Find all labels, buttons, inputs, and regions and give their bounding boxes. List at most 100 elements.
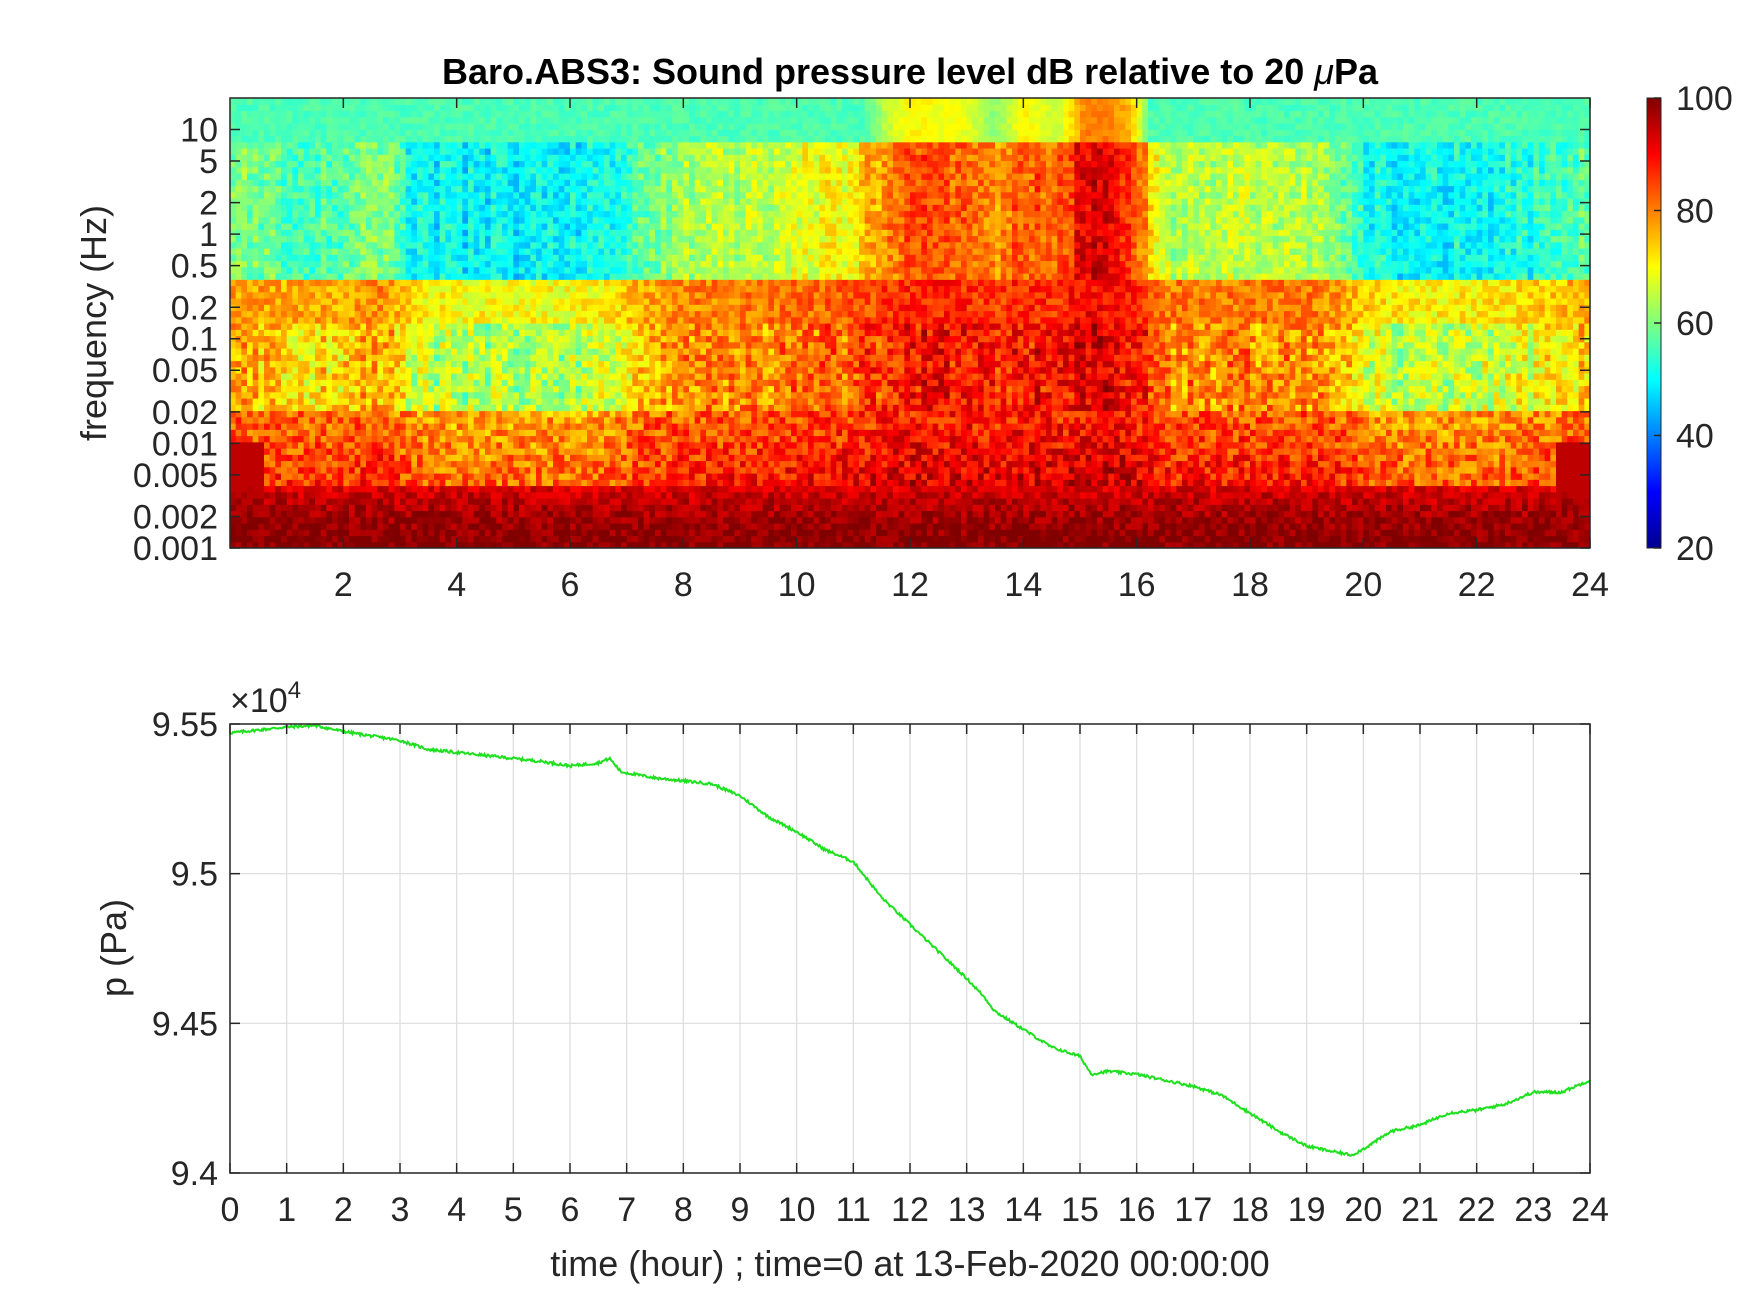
heatmap-cell — [411, 329, 418, 337]
heatmap-cell — [462, 179, 469, 187]
heatmap-cell — [400, 535, 407, 543]
heatmap-cell — [547, 354, 554, 362]
heatmap-cell — [479, 498, 486, 505]
heatmap-cell — [479, 335, 486, 343]
heatmap-cell — [445, 104, 452, 112]
heatmap-cell — [530, 185, 537, 193]
heatmap-cell — [315, 304, 322, 312]
heatmap-cell — [485, 423, 492, 430]
heatmap-cell — [575, 135, 582, 143]
heatmap-cell — [451, 473, 458, 480]
heatmap-cell — [343, 479, 350, 487]
heatmap-cell — [298, 479, 305, 487]
heatmap-cell — [468, 260, 475, 268]
heatmap-cell — [417, 466, 424, 474]
heatmap-cell — [320, 285, 327, 293]
heatmap-cell — [309, 229, 316, 237]
heatmap-cell — [496, 341, 503, 349]
heatmap-cell — [581, 154, 588, 162]
heatmap-cell — [490, 241, 497, 249]
heatmap-cell — [298, 285, 305, 293]
heatmap-cell — [400, 204, 407, 212]
heatmap-cell — [479, 216, 486, 224]
heatmap-cell — [524, 210, 531, 218]
heatmap-cell — [609, 129, 616, 137]
heatmap-cell — [507, 204, 514, 212]
heatmap-cell — [332, 148, 339, 155]
heatmap-cell — [383, 510, 390, 518]
heatmap-cell — [609, 516, 616, 524]
heatmap-cell — [377, 460, 384, 468]
heatmap-cell — [592, 266, 599, 274]
heatmap-cell — [371, 198, 378, 205]
heatmap-cell — [235, 479, 242, 487]
heatmap-cell — [541, 229, 548, 237]
heatmap-cell — [587, 210, 594, 218]
heatmap-cell — [422, 204, 429, 212]
heatmap-cell — [485, 116, 492, 124]
heatmap-cell — [434, 516, 441, 524]
heatmap-cell — [252, 416, 259, 424]
heatmap-cell — [553, 229, 560, 237]
heatmap-cell — [536, 141, 543, 149]
heatmap-cell — [524, 135, 531, 143]
heatmap-cell — [343, 410, 350, 418]
heatmap-cell — [247, 210, 254, 218]
heatmap-cell — [422, 291, 429, 299]
heatmap-cell — [343, 460, 350, 468]
heatmap-cell — [553, 391, 560, 399]
heatmap-cell — [456, 329, 463, 337]
heatmap-cell — [468, 216, 475, 224]
heatmap-cell — [303, 410, 310, 418]
heatmap-cell — [417, 123, 424, 130]
heatmap-cell — [377, 204, 384, 212]
heatmap-cell — [281, 179, 288, 187]
heatmap-cell — [332, 241, 339, 249]
heatmap-cell — [479, 429, 486, 437]
heatmap-cell — [587, 416, 594, 424]
heatmap-cell — [292, 423, 299, 430]
heatmap-cell — [473, 229, 480, 237]
heatmap-cell — [320, 385, 327, 393]
heatmap-cell — [354, 348, 361, 355]
heatmap-cell — [326, 204, 333, 212]
heatmap-cell — [485, 123, 492, 130]
heatmap-cell — [564, 385, 571, 393]
heatmap-cell — [264, 260, 271, 268]
heatmap-cell — [332, 310, 339, 318]
heatmap-cell — [309, 335, 316, 343]
heatmap-cell — [564, 310, 571, 318]
heatmap-cell — [564, 198, 571, 205]
heatmap-cell — [564, 191, 571, 199]
heatmap-cell — [411, 391, 418, 399]
heatmap-cell — [456, 485, 463, 493]
heatmap-cell — [434, 191, 441, 199]
heatmap-cell — [377, 448, 384, 455]
heatmap-cell — [445, 379, 452, 387]
heatmap-cell — [519, 248, 526, 255]
heatmap-cell — [264, 473, 271, 480]
heatmap-cell — [456, 98, 463, 105]
heatmap-cell — [286, 454, 293, 462]
heatmap-cell — [422, 310, 429, 318]
heatmap-cell — [439, 354, 446, 362]
heatmap-cell — [332, 535, 339, 543]
heatmap-cell — [343, 216, 350, 224]
heatmap-cell — [275, 310, 282, 318]
heatmap-cell — [388, 416, 395, 424]
heatmap-cell — [394, 154, 401, 162]
heatmap-cell — [490, 510, 497, 518]
heatmap-cell — [473, 516, 480, 524]
heatmap-cell — [241, 179, 248, 187]
heatmap-cell — [298, 398, 305, 405]
heatmap-cell — [485, 304, 492, 312]
heatmap-cell — [377, 98, 384, 105]
heatmap-cell — [366, 529, 373, 537]
heatmap-cell — [513, 385, 520, 393]
heatmap-cell — [360, 104, 367, 112]
heatmap-cell — [388, 460, 395, 468]
heatmap-cell — [468, 441, 475, 449]
heatmap-cell — [473, 254, 480, 262]
heatmap-cell — [343, 485, 350, 493]
heatmap-cell — [400, 498, 407, 505]
